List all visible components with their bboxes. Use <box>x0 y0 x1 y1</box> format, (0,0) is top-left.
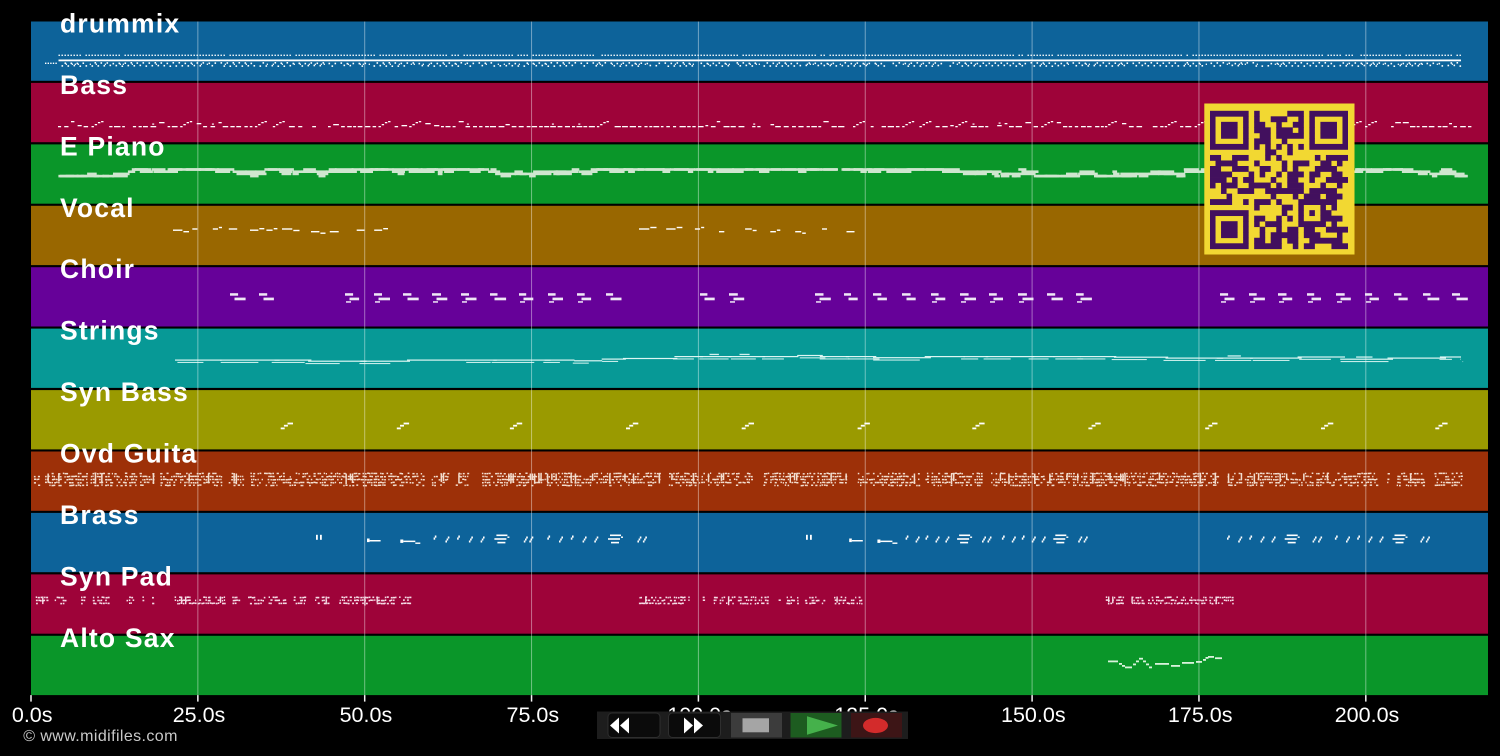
svg-text:Brass: Brass <box>60 500 140 530</box>
svg-text:Strings: Strings <box>60 316 160 346</box>
svg-text:Syn Bass: Syn Bass <box>60 377 189 407</box>
svg-text:Ovd Guita: Ovd Guita <box>60 439 197 469</box>
svg-text:0.0s: 0.0s <box>12 703 53 727</box>
svg-text:Alto Sax: Alto Sax <box>60 623 176 653</box>
svg-text:Syn Pad: Syn Pad <box>60 561 173 591</box>
svg-text:Bass: Bass <box>60 70 128 100</box>
svg-text:200.0s: 200.0s <box>1335 703 1400 727</box>
svg-text:© www.midifiles.com: © www.midifiles.com <box>23 728 178 745</box>
svg-text:Vocal: Vocal <box>60 193 135 223</box>
svg-text:drummix: drummix <box>60 9 180 39</box>
svg-text:175.0s: 175.0s <box>1168 703 1233 727</box>
svg-text:Choir: Choir <box>60 254 135 284</box>
svg-text:50.0s: 50.0s <box>340 703 393 727</box>
svg-text:25.0s: 25.0s <box>173 703 226 727</box>
svg-text:75.0s: 75.0s <box>506 703 559 727</box>
svg-text:150.0s: 150.0s <box>1001 703 1066 727</box>
svg-text:E Piano: E Piano <box>60 131 166 161</box>
